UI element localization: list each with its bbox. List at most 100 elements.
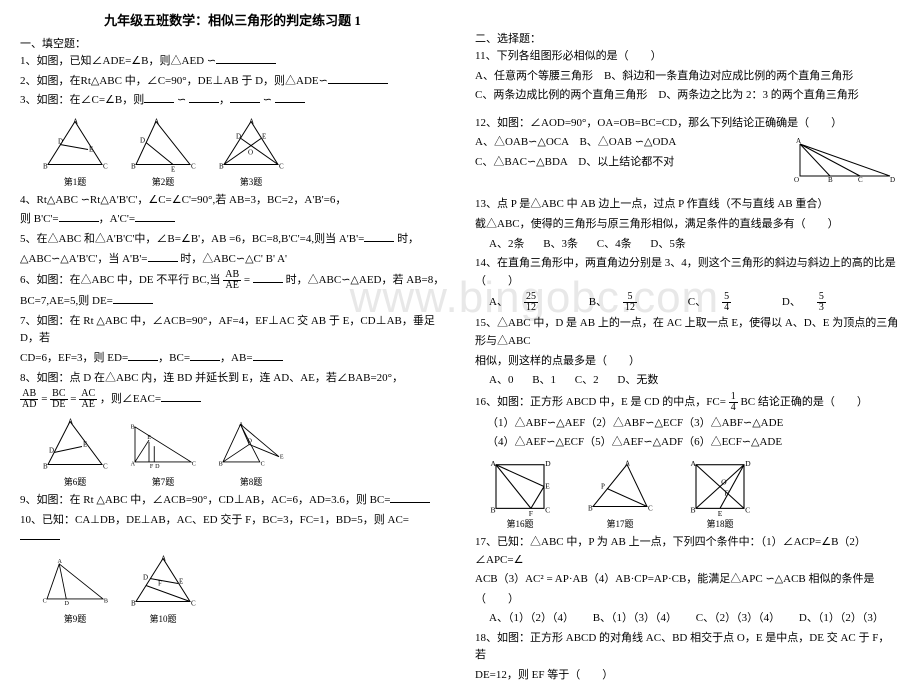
q7d: ，AB=: [220, 352, 252, 364]
svg-text:E: E: [147, 435, 151, 441]
q4: 4、Rt△ABC ∽Rt△A'B'C'，∠C=∠C'=90°,若 AB=3，BC…: [20, 192, 445, 210]
q3a: 3、如图：在∠C=∠B，则: [20, 94, 144, 106]
svg-text:E: E: [171, 165, 175, 173]
fig1-label: 第1题: [40, 175, 110, 188]
q3: 3、如图：在∠C=∠B，则 ∽ ， ∽: [20, 92, 445, 110]
svg-text:B: B: [219, 162, 224, 170]
q6-den: AE: [223, 281, 241, 291]
l: D、: [782, 296, 801, 308]
svg-text:A: A: [691, 459, 697, 468]
page: 九年级五班数学：相似三角形的判定练习题 1 一、填空题： 1、如图，已知∠ADE…: [0, 0, 920, 697]
d: 4: [729, 403, 738, 413]
q14: 14、在直角三角形中，两直角边分别是 3、4，则这个三角形的斜边与斜边上的高的比…: [475, 255, 900, 290]
q4b: 则 B'C'=，A'C'=: [20, 211, 445, 229]
svg-text:D: D: [745, 459, 751, 468]
svg-text:B: B: [691, 506, 696, 515]
blank: [113, 294, 153, 304]
q5: 5、在△ABC 和△A'B'C'中，∠B=∠B'，AB =6，BC=8,B'C'…: [20, 231, 445, 249]
doc-title: 九年级五班数学：相似三角形的判定练习题 1: [20, 10, 445, 29]
blank: [253, 351, 283, 361]
fig18: A D O F B E C: [685, 456, 755, 516]
q15b: 相似，则这样的点最多是（ ）: [475, 353, 900, 371]
svg-text:B: B: [588, 504, 593, 512]
svg-text:O: O: [794, 176, 799, 184]
q17b: ACB（3）AC² = AP·AB（4）AB·CP=AP·CB，能满足△APC …: [475, 571, 900, 589]
blank: [189, 93, 219, 103]
svg-text:A: A: [625, 459, 630, 467]
blank: [20, 530, 60, 540]
section-1-head: 一、填空题：: [20, 35, 445, 51]
fig9-wrap: A C B D 第9题: [40, 551, 110, 625]
svg-text:B: B: [131, 599, 136, 607]
q5c: △ABC∽△A'B'C'，当 A'B'=: [20, 253, 148, 265]
svg-text:A: A: [68, 418, 73, 426]
blank: [148, 252, 178, 262]
svg-text:A: A: [796, 137, 801, 145]
svg-text:A: A: [491, 459, 497, 468]
q2: 2、如图，在Rt△ABC 中，∠C=90°，DE⊥AB 于 D，则△ADE∽: [20, 73, 445, 91]
fig9: A C B D: [40, 551, 110, 611]
svg-text:C: C: [192, 462, 196, 468]
blank: [161, 392, 201, 402]
svg-text:E: E: [280, 455, 284, 461]
svg-text:B: B: [219, 462, 223, 468]
fig6-label: 第6题: [40, 475, 110, 488]
l: B、: [589, 296, 607, 308]
q7c: ，BC=: [158, 352, 190, 364]
blank: [144, 93, 174, 103]
q16-frac: 14: [729, 392, 738, 413]
fig17-wrap: A P B C 第17题: [585, 456, 655, 530]
q4b-text: 则 B'C'=: [20, 213, 59, 225]
svg-text:O: O: [248, 148, 253, 156]
q7b: CD=6，EF=3，则 ED=: [20, 352, 128, 364]
q8d: ，则∠EAC=: [100, 393, 161, 405]
q15a: 15、△ABC 中，D 是 AB 上的一点，在 AC 上取一点 E，使得以 A、…: [475, 315, 900, 350]
svg-text:C: C: [103, 162, 108, 170]
fig1: A D E B C: [40, 114, 110, 174]
svg-text:E: E: [262, 132, 266, 140]
svg-text:D: D: [236, 132, 241, 140]
d: 4: [722, 303, 731, 313]
fig12: A O B C D: [790, 134, 900, 184]
q8l2: ABAD = BCDE = ACAE ，则∠EAC=: [20, 389, 445, 410]
q16: 16、如图：正方形 ABCD 中，E 是 CD 的中点，FC= 14 BC 结论…: [475, 392, 900, 413]
fig10-label: 第10题: [128, 612, 198, 625]
fig18-wrap: A D O F B E C 第18题: [685, 456, 755, 530]
blank: [190, 351, 220, 361]
opt-b: B、512: [589, 296, 669, 308]
fig17: A P B C: [585, 456, 655, 516]
svg-text:D: D: [248, 439, 253, 445]
opt-c: C、（2）（3）（4）: [696, 612, 780, 624]
q8f3: ACAE: [79, 389, 97, 410]
opt-a: A、（1）（2）（4）: [489, 612, 574, 624]
fig16-wrap: A D E B F C 第16题: [485, 456, 555, 530]
blank: [390, 493, 430, 503]
opt-d: D、无数: [617, 374, 658, 386]
q6a: 6、如图：在△ABC 中，DE 不平行 BC,当: [20, 274, 223, 286]
blank: [135, 212, 175, 222]
eq1: =: [41, 393, 50, 405]
q9a: 9、如图：在 Rt △ABC 中，∠ACB=90°，CD⊥AB，AC=6，AD=…: [20, 494, 390, 506]
svg-text:E: E: [89, 145, 93, 153]
blank: [59, 212, 99, 222]
q15-opts: A、0 B、1 C、2 D、无数: [489, 372, 900, 390]
d: 3: [817, 303, 826, 313]
opt-a: A、2条: [489, 238, 524, 250]
fig-row-3: A C B D 第9题 A D E F B C: [40, 551, 445, 625]
q7: 7、如图：在 Rt △ABC 中，∠ACB=90°，AF=4，EF⊥AC 交 A…: [20, 313, 445, 348]
fig3-label: 第3题: [216, 175, 286, 188]
d: AD: [20, 400, 38, 410]
svg-text:F: F: [150, 464, 154, 470]
q8f2: BCDE: [50, 389, 67, 410]
fig1-wrap: A D E B C 第1题: [40, 114, 110, 188]
blank: [128, 351, 158, 361]
svg-text:F: F: [724, 488, 728, 497]
q11: 11、下列各组图形必相似的是（ ）: [475, 48, 900, 66]
svg-text:C: C: [261, 462, 265, 468]
svg-text:A: A: [131, 462, 136, 468]
q6c: 时，△ABC∽△AED，若 AB=8，: [286, 274, 445, 286]
svg-text:C: C: [745, 506, 750, 515]
fig9-label: 第9题: [40, 612, 110, 625]
blank: [364, 232, 394, 242]
fig7: B A C E F D: [128, 414, 198, 474]
